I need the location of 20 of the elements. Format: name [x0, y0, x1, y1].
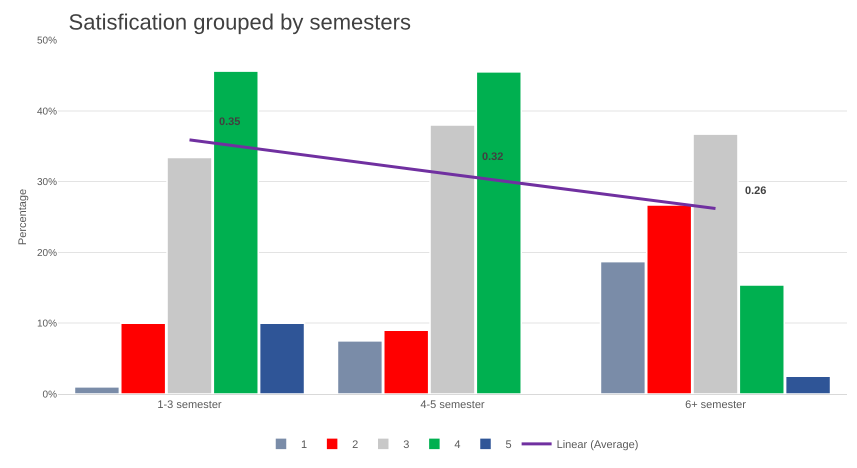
x-tick-label: 1-3 semester — [157, 399, 222, 412]
legend-label: 2 — [352, 439, 358, 452]
legend-label: 5 — [506, 439, 512, 452]
annotation: 0.35 — [219, 116, 240, 128]
legend-label: 3 — [403, 439, 410, 452]
annotation: 0.26 — [745, 185, 766, 197]
y-tick-label: 50% — [36, 36, 58, 46]
x-tick-label: 6+ semester — [685, 399, 746, 412]
y-axis-title: Percentage — [17, 188, 29, 246]
y-tick-label: 0% — [42, 390, 58, 400]
y-tick-label: 40% — [36, 106, 58, 118]
legend-label: 1 — [301, 439, 308, 452]
x-tick-label: 4-5 semester — [420, 399, 485, 412]
legend-label: 4 — [454, 439, 460, 452]
legend-label: Linear (Average) — [556, 439, 638, 452]
chart-title: Satisfication grouped by semesters — [68, 9, 411, 34]
y-tick-label: 20% — [36, 248, 58, 259]
y-tick-label: 10% — [36, 318, 58, 330]
annotation: 0.32 — [482, 151, 504, 163]
y-tick-label: 30% — [36, 177, 58, 188]
